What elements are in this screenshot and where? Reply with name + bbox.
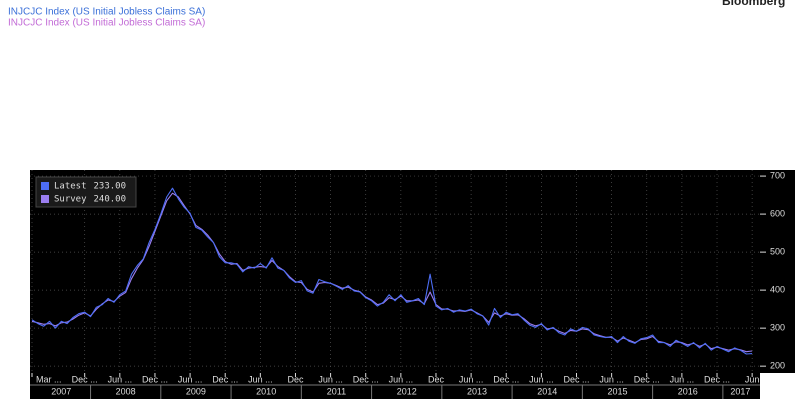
x-tick-label: Dec	[287, 374, 304, 384]
header-line: INJCJC Index (US Initial Jobless Claims …	[8, 18, 205, 29]
x-tick-label: Dec ...	[704, 374, 730, 384]
x-tick-label: Jun ...	[459, 374, 484, 384]
year-label: 2009	[186, 386, 206, 396]
y-tick-label: 700	[770, 170, 785, 180]
y-tick-label: 600	[770, 208, 785, 218]
y-axis-band	[760, 170, 795, 373]
legend-label: Latest	[54, 182, 87, 192]
x-tick-label: Jun ...	[389, 374, 414, 384]
year-label: 2011	[327, 386, 346, 396]
x-tick-label: Jun ...	[318, 374, 343, 384]
year-label: 2013	[467, 386, 487, 396]
year-label: 2016	[678, 386, 698, 396]
line-series	[31, 192, 753, 353]
year-label: 2017	[730, 386, 750, 396]
x-tick-label: Dec ...	[634, 374, 660, 384]
header-line: INJCJC Index (US Initial Jobless Claims …	[8, 7, 205, 18]
x-tick-label: Jun ...	[599, 374, 624, 384]
y-tick-label: 400	[770, 285, 785, 295]
year-label: 2007	[51, 386, 71, 396]
y-tick-label: 500	[770, 246, 785, 256]
x-tick-label: Dec ...	[353, 374, 379, 384]
x-tick-label: Dec ...	[142, 374, 168, 384]
legend-label: Survey	[54, 195, 87, 205]
x-tick-label: Mar ...	[36, 374, 62, 384]
year-label: 2012	[397, 386, 417, 396]
x-tick-label: Jun ...	[108, 374, 133, 384]
year-label: 2008	[116, 386, 136, 396]
x-tick-label: Jun ...	[248, 374, 273, 384]
plot-area	[30, 170, 760, 373]
x-axis-band	[30, 373, 760, 399]
x-tick-label: Dec ...	[72, 374, 98, 384]
x-tick-label: Jun ...	[529, 374, 554, 384]
legend-value: 240.00	[93, 195, 126, 205]
x-tick-label: Dec ...	[493, 374, 519, 384]
legend-box	[35, 176, 137, 208]
line-series	[31, 187, 753, 355]
x-tick-label: Dec	[428, 374, 445, 384]
y-tick-label: 300	[770, 323, 785, 333]
year-label: 2015	[607, 386, 627, 396]
legend-swatch	[41, 195, 49, 203]
x-tick-label: Dec ...	[212, 374, 238, 384]
x-tick-label: Jun ...	[178, 374, 203, 384]
x-tick-label: Jun ...	[670, 374, 695, 384]
y-tick-label: 200	[770, 361, 785, 371]
x-tick-label: Jun	[745, 374, 760, 384]
legend-value: 233.00	[93, 182, 126, 192]
year-label: 2014	[537, 386, 557, 396]
year-label: 2010	[256, 386, 276, 396]
source: Bloomberg	[722, 0, 785, 8]
x-tick-label: Dec ...	[563, 374, 589, 384]
legend-swatch	[41, 182, 49, 190]
